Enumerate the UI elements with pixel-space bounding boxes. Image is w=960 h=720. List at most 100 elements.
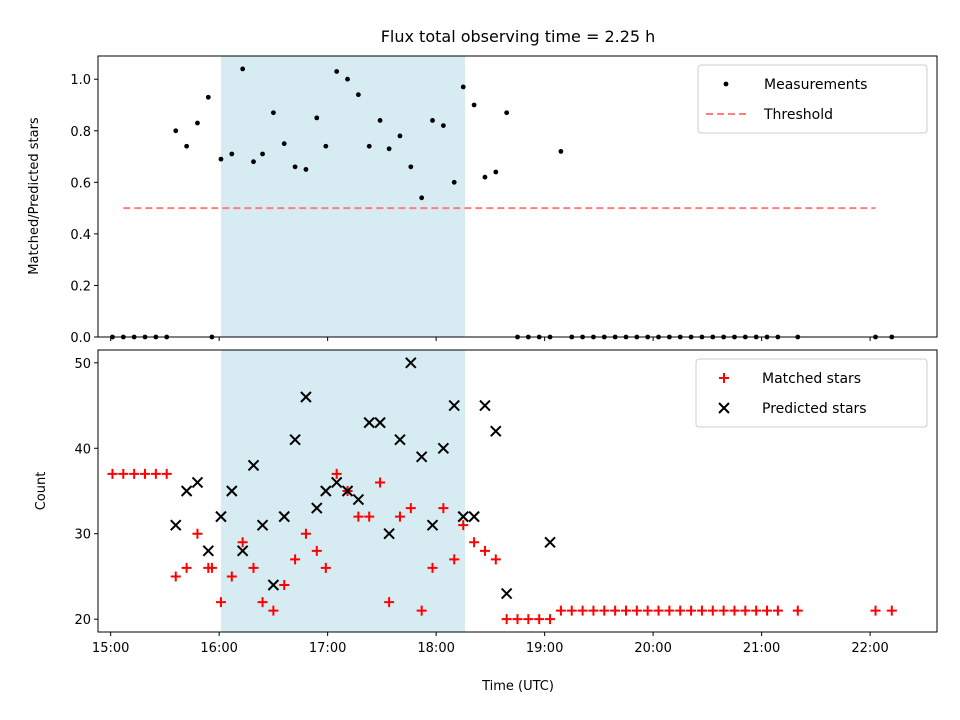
matched-star-point (311, 545, 322, 556)
measurement-point (292, 164, 298, 170)
matched-star-point (206, 562, 217, 573)
y-tick-label: 0.0 (70, 331, 91, 346)
matched-star-point (215, 597, 226, 608)
legend-box (695, 358, 928, 428)
matched-star-point (792, 605, 803, 616)
matched-star-point (631, 605, 642, 616)
predicted-star-point (330, 476, 343, 489)
measurement-point (334, 69, 340, 74)
x-axis-label: Time (UTC) (481, 679, 554, 694)
matched-star-point (331, 468, 342, 479)
predicted-star-point (236, 545, 249, 557)
matched-star-point (384, 597, 395, 608)
observing-window-span (220, 56, 466, 337)
x-tick-label: 15:00 (92, 641, 129, 656)
x-tick-label: 20:00 (634, 641, 671, 656)
matched-star-point (707, 605, 718, 616)
matched-star-point (353, 511, 364, 522)
predicted-star-point (437, 442, 450, 454)
measurement-point (173, 128, 179, 134)
matched-star-point (620, 605, 631, 616)
y-tick-label: 30 (74, 528, 91, 543)
matched-star-point (405, 503, 416, 514)
predicted-star-point (300, 391, 312, 403)
measurement-point (366, 143, 372, 149)
measurement-point (270, 110, 276, 116)
matched-star-point (438, 503, 449, 514)
matched-star-point (150, 468, 161, 479)
legend-entry-label: Measurements (764, 77, 867, 93)
matched-star-point (469, 537, 480, 548)
matched-star-point (523, 614, 534, 625)
matched-star-point (416, 605, 427, 616)
matched-star-point (192, 528, 203, 539)
matched-star-point (610, 605, 621, 616)
measurement-point (460, 84, 466, 90)
matched-star-point (290, 554, 301, 565)
matched-star-point (479, 545, 490, 556)
predicted-star-point (352, 493, 365, 506)
predicted-star-point (383, 528, 395, 540)
matched-star-point (664, 605, 675, 616)
matched-star-point (458, 520, 469, 531)
predicted-star-point (363, 416, 375, 429)
y-tick-label: 0.6 (70, 176, 91, 191)
y-tick-label: 0.8 (70, 125, 91, 140)
predicted-star-point (180, 485, 193, 497)
y-axis-label-bottom: Count (34, 472, 49, 511)
matched-star-point (248, 562, 259, 573)
legend-entry-label: Threshold (763, 107, 833, 123)
matched-star-point (653, 605, 664, 616)
measurement-point (184, 143, 190, 149)
matched-star-point (181, 562, 192, 573)
y-tick-label: 0.2 (70, 279, 91, 294)
measurement-point (281, 141, 287, 147)
legend-measurement-marker (723, 81, 729, 87)
matched-star-point (449, 554, 460, 565)
y-tick-label: 50 (74, 357, 91, 372)
measurement-point (240, 66, 246, 72)
predicted-star-point (256, 519, 269, 531)
legend-box (697, 64, 928, 134)
matched-star-point (300, 528, 311, 539)
measurement-point (440, 123, 446, 129)
matched-star-point (599, 605, 610, 616)
measurement-point (205, 94, 211, 100)
x-tick-label: 22:00 (851, 641, 888, 656)
measurement-point (482, 174, 488, 180)
legend-predicted-marker (718, 402, 730, 414)
matched-star-point (566, 605, 577, 616)
matched-star-point (490, 554, 501, 565)
matched-star-point (512, 614, 523, 625)
predicted-star-point (278, 510, 290, 523)
star-count-panel: 20 30 40 50 15:00 16:00 17:00 18:00 19:00 20:00 21… (74, 349, 938, 656)
predicted-star-point (468, 510, 480, 523)
matched-star-point (375, 477, 386, 488)
matched-star-point (394, 511, 405, 522)
matched-star-point (886, 605, 897, 616)
predicted-star-point (457, 510, 469, 523)
measurement-point (260, 151, 265, 157)
matched-star-point (279, 580, 290, 590)
measurement-point (229, 151, 235, 157)
measurement-point (504, 110, 510, 116)
measurement-point (251, 159, 256, 165)
measurement-point (451, 179, 457, 185)
y-tick-label: 20 (74, 613, 91, 628)
y-tick-label: 1.0 (70, 73, 91, 88)
predicted-star-point (191, 476, 204, 489)
predicted-star-point (415, 451, 428, 463)
matched-star-point (118, 468, 129, 479)
matched-star-point (740, 605, 751, 616)
legend-matched-marker (719, 373, 729, 383)
predicted-star-point (405, 357, 417, 369)
legend-entry-label: Predicted stars (762, 401, 867, 417)
measurement-point (386, 146, 392, 152)
matched-star-point (577, 605, 588, 616)
y-tick-label: 40 (74, 442, 91, 457)
matched-star-point (762, 605, 773, 616)
axes-frame (97, 55, 938, 338)
predicted-star-point (170, 519, 182, 531)
matched-star-point (268, 605, 279, 616)
